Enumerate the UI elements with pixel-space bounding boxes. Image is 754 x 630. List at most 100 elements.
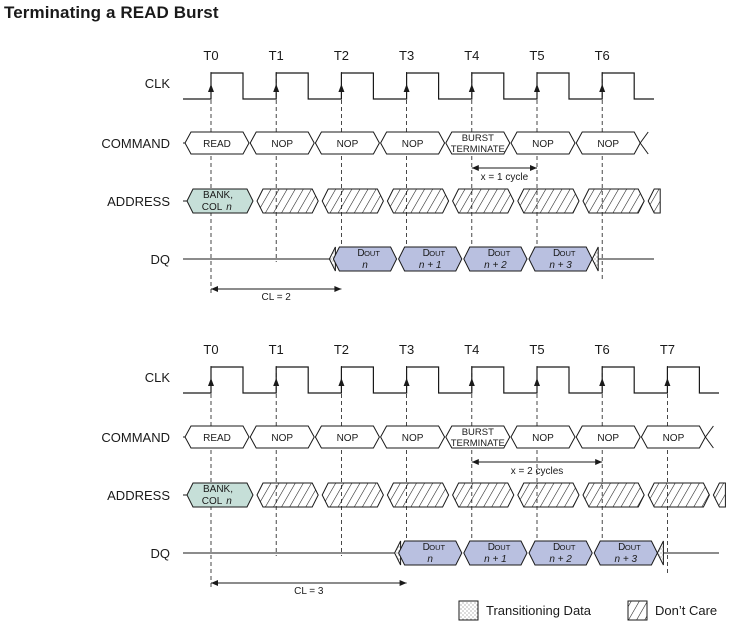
dq-data-sub: n	[362, 260, 368, 271]
dq-data-sub: n + 3	[615, 554, 638, 565]
command-tail	[639, 131, 649, 155]
clk-rise-arrow	[534, 378, 540, 386]
command-label: READ	[203, 139, 231, 150]
command-cell	[380, 425, 446, 449]
clk-rise-arrow	[338, 378, 345, 386]
signal-label-dq: DQ	[151, 546, 171, 561]
clock-label: T5	[529, 48, 544, 63]
dq-data-sub: n + 3	[549, 260, 572, 271]
dq-data-label: D	[423, 248, 430, 259]
clock-label: T0	[203, 342, 218, 357]
command-label: NOP	[663, 433, 685, 444]
command-cell	[380, 131, 446, 155]
dq-data-sub: n + 2	[549, 554, 572, 565]
signal-label-address: ADDRESS	[107, 194, 170, 209]
command-cell	[445, 425, 511, 449]
clk-rise-arrow	[664, 378, 671, 386]
clock-label: T6	[595, 342, 610, 357]
x-arrow-head	[530, 165, 537, 171]
clk-rise-arrow	[273, 378, 280, 386]
dq-data-sub: n + 1	[419, 260, 442, 271]
dq-data-sub: n + 1	[484, 554, 507, 565]
x-arrow-head	[471, 459, 479, 465]
clock-label: T4	[464, 48, 479, 63]
dq-data-cell	[528, 540, 593, 566]
clk-waveform	[183, 72, 654, 100]
address-dont-care-cell	[321, 188, 384, 214]
cl-arrow-head	[334, 286, 342, 292]
clk-rise-arrow	[534, 84, 540, 92]
address-dont-care-cell	[517, 188, 580, 214]
clk-rise-arrow	[403, 84, 410, 92]
dq-data-label: D	[357, 248, 364, 259]
command-label: NOP	[337, 139, 359, 150]
command-label: READ	[203, 433, 231, 444]
command-label: NOP	[597, 139, 619, 150]
command-label: BURST	[462, 133, 494, 144]
address-label: n	[226, 202, 232, 213]
signal-label-clk: CLK	[145, 76, 171, 91]
command-label: TERMINATE	[451, 144, 505, 155]
command-cell	[184, 131, 250, 155]
legend-transitioning-swatch	[458, 600, 479, 621]
cl-arrow-head	[399, 580, 407, 586]
address-dont-care-cell	[386, 188, 450, 214]
dq-data-cell	[463, 540, 528, 566]
clock-label: T2	[334, 342, 349, 357]
clk-rise-arrow	[468, 378, 475, 386]
command-label: NOP	[402, 433, 424, 444]
dq-data-label: OUT	[429, 249, 445, 258]
address-dont-care-cell	[452, 188, 515, 214]
command-label: NOP	[271, 433, 293, 444]
clock-label: T2	[334, 48, 349, 63]
legend-dont-care-label: Don’t Care	[655, 603, 717, 618]
address-dont-care-cell	[582, 188, 645, 214]
address-valid-cell	[186, 482, 254, 508]
clk-rise-arrow	[208, 378, 214, 386]
dq-data-label: D	[423, 542, 430, 553]
dq-data-label: OUT	[560, 249, 576, 258]
clk-rise-arrow	[273, 84, 280, 92]
dq-data-label: OUT	[625, 543, 641, 552]
clk-rise-arrow	[468, 84, 475, 92]
x-cycles-label: x = 1 cycle	[481, 172, 529, 183]
clk-rise-arrow	[599, 84, 606, 92]
dq-data-cell	[332, 246, 398, 272]
command-label: NOP	[337, 433, 359, 444]
address-dont-care-tail	[712, 482, 726, 508]
page-title: Terminating a READ Burst	[4, 3, 219, 22]
x-arrow-head	[595, 459, 603, 465]
clk-rise-arrow	[403, 378, 410, 386]
dq-data-cell	[398, 540, 463, 566]
dq-data-sub: n + 2	[484, 260, 507, 271]
address-dont-care-cell	[647, 482, 710, 508]
dq-data-cell	[398, 246, 463, 272]
clock-label: T5	[529, 342, 544, 357]
address-label: BANK,	[203, 190, 233, 201]
command-label: NOP	[532, 139, 554, 150]
legend-transitioning-label: Transitioning Data	[486, 603, 592, 618]
dq-transition-end	[591, 246, 599, 272]
legend-dont-care-swatch	[627, 600, 648, 621]
cl-label: CL = 3	[294, 586, 324, 597]
clock-label: T4	[464, 342, 479, 357]
address-dont-care-cell	[256, 482, 319, 508]
address-dont-care-cell	[321, 482, 384, 508]
cl-label: CL = 2	[262, 292, 292, 303]
command-cell	[184, 425, 250, 449]
address-dont-care-tail	[647, 188, 661, 214]
command-label: NOP	[597, 433, 619, 444]
clk-waveform	[183, 366, 719, 394]
command-label: NOP	[271, 139, 293, 150]
dq-data-label: OUT	[364, 249, 380, 258]
command-cell	[314, 131, 380, 155]
command-cell	[575, 425, 641, 449]
address-dont-care-cell	[452, 482, 515, 508]
address-dont-care-cell	[386, 482, 450, 508]
x-cycles-label: x = 2 cycles	[511, 466, 564, 477]
address-dont-care-cell	[256, 188, 319, 214]
cl-arrow-head	[211, 286, 218, 292]
clock-label: T7	[660, 342, 675, 357]
command-label: TERMINATE	[451, 438, 505, 449]
